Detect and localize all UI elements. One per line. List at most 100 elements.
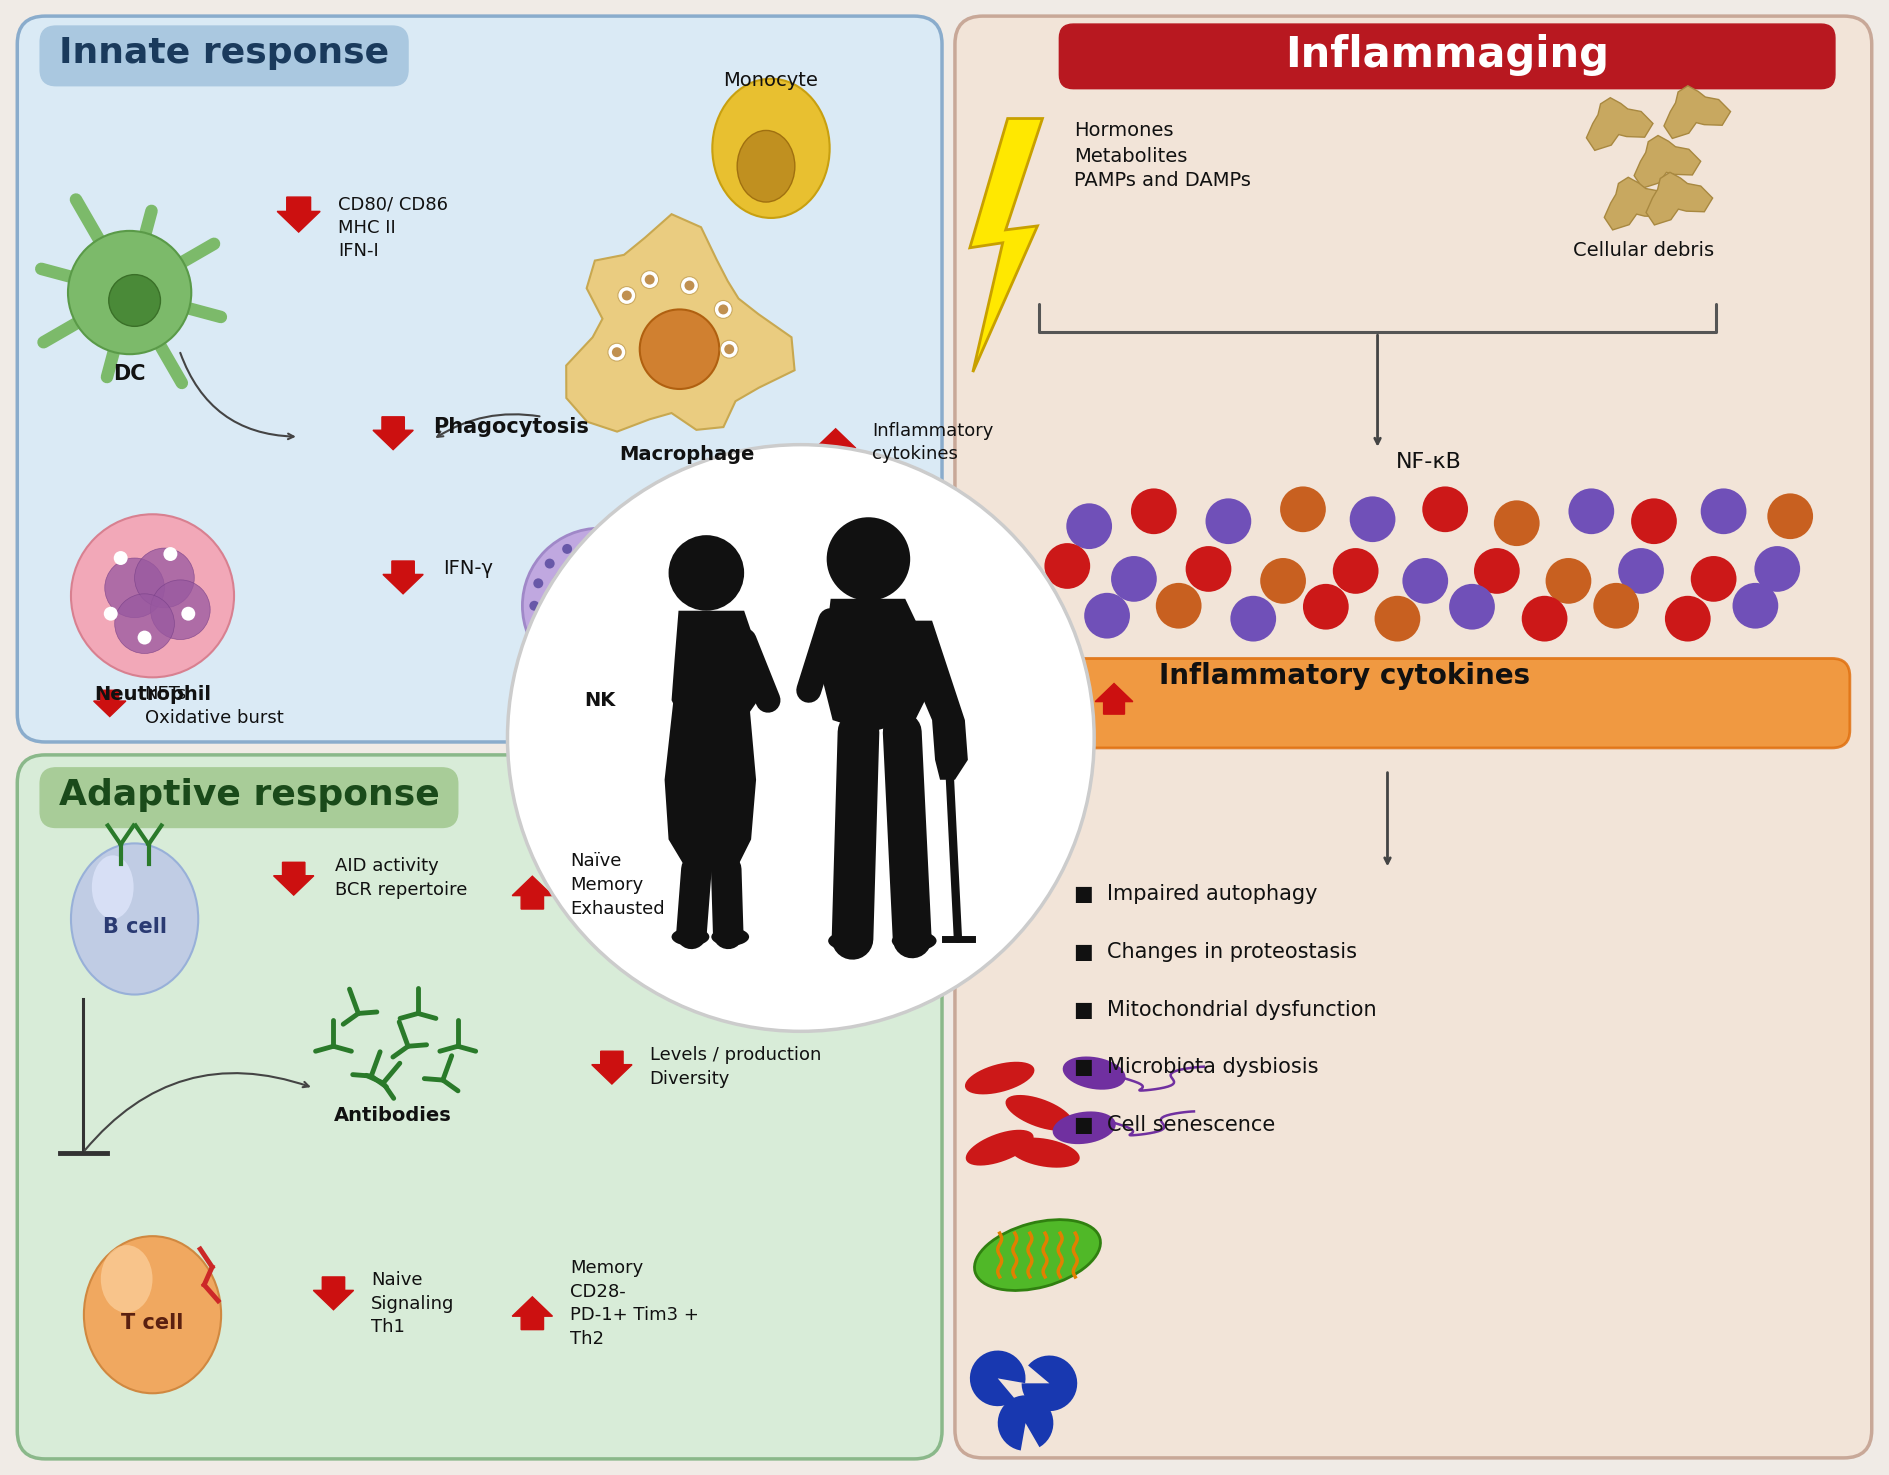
Text: Innate response: Innate response xyxy=(59,35,389,69)
Circle shape xyxy=(825,518,910,600)
Text: Naive
Signaling
Th1: Naive Signaling Th1 xyxy=(370,1271,455,1336)
Circle shape xyxy=(1373,596,1419,642)
Circle shape xyxy=(1664,596,1710,642)
Text: Adaptive response: Adaptive response xyxy=(59,777,438,811)
Polygon shape xyxy=(1662,86,1730,139)
Circle shape xyxy=(1130,488,1177,534)
FancyArrow shape xyxy=(591,1052,631,1084)
Polygon shape xyxy=(1585,97,1653,150)
Text: NF-κB: NF-κB xyxy=(1394,451,1460,472)
Text: T cell: T cell xyxy=(121,1313,183,1333)
Circle shape xyxy=(533,624,542,633)
Text: Hormones
Metabolites
PAMPs and DAMPs: Hormones Metabolites PAMPs and DAMPs xyxy=(1073,121,1251,190)
Circle shape xyxy=(1521,596,1566,642)
Circle shape xyxy=(1568,488,1613,534)
FancyBboxPatch shape xyxy=(1054,658,1849,748)
Text: Antibodies: Antibodies xyxy=(334,1106,451,1125)
Text: Inflammatory cytokines: Inflammatory cytokines xyxy=(1158,662,1528,690)
Text: Phagocytosis: Phagocytosis xyxy=(433,417,589,437)
Circle shape xyxy=(661,600,671,611)
Circle shape xyxy=(104,558,164,618)
Circle shape xyxy=(1630,499,1676,544)
Circle shape xyxy=(561,544,572,555)
Circle shape xyxy=(621,291,631,301)
Ellipse shape xyxy=(975,1220,1099,1291)
Text: DC: DC xyxy=(113,364,145,384)
Circle shape xyxy=(151,580,210,640)
Circle shape xyxy=(1084,593,1130,639)
Circle shape xyxy=(1700,488,1745,534)
Polygon shape xyxy=(671,611,761,730)
Circle shape xyxy=(134,549,195,608)
Circle shape xyxy=(113,552,128,565)
Circle shape xyxy=(1184,546,1232,591)
Circle shape xyxy=(612,347,621,357)
Circle shape xyxy=(1156,583,1201,628)
Circle shape xyxy=(68,232,191,354)
FancyArrow shape xyxy=(512,876,552,909)
FancyBboxPatch shape xyxy=(40,768,457,827)
Circle shape xyxy=(508,444,1094,1031)
Ellipse shape xyxy=(827,931,873,951)
Circle shape xyxy=(1402,558,1447,603)
Polygon shape xyxy=(1009,1137,1079,1168)
FancyBboxPatch shape xyxy=(1054,658,1849,748)
Circle shape xyxy=(718,304,727,314)
Circle shape xyxy=(1111,556,1156,602)
Circle shape xyxy=(1332,549,1377,594)
Circle shape xyxy=(640,270,657,289)
Text: Inflammatory
cytokines: Inflammatory cytokines xyxy=(873,422,994,463)
FancyArrow shape xyxy=(278,198,319,232)
Ellipse shape xyxy=(710,928,748,945)
Circle shape xyxy=(1045,543,1090,589)
Circle shape xyxy=(1617,549,1662,594)
Circle shape xyxy=(544,559,553,568)
Circle shape xyxy=(1732,583,1778,628)
Circle shape xyxy=(1065,503,1111,549)
Circle shape xyxy=(1473,549,1519,594)
Polygon shape xyxy=(1052,1112,1115,1145)
Circle shape xyxy=(1592,583,1638,628)
Circle shape xyxy=(162,547,178,560)
FancyArrow shape xyxy=(512,1297,552,1329)
Circle shape xyxy=(608,344,625,361)
Polygon shape xyxy=(897,621,967,780)
Text: Memory
CD28-
PD-1+ Tim3 +
Th2: Memory CD28- PD-1+ Tim3 + Th2 xyxy=(570,1260,699,1348)
FancyArrow shape xyxy=(814,429,856,462)
Circle shape xyxy=(644,559,655,568)
Circle shape xyxy=(584,665,593,676)
Circle shape xyxy=(1302,584,1349,630)
Text: Macrophage: Macrophage xyxy=(618,444,754,463)
Circle shape xyxy=(618,286,635,304)
Polygon shape xyxy=(1022,1356,1077,1412)
FancyBboxPatch shape xyxy=(17,16,941,742)
Circle shape xyxy=(723,344,733,354)
Circle shape xyxy=(521,528,676,683)
Circle shape xyxy=(680,277,699,295)
Text: Levels / production
Diversity: Levels / production Diversity xyxy=(650,1046,820,1089)
Polygon shape xyxy=(1645,173,1711,226)
Circle shape xyxy=(1279,487,1326,532)
Circle shape xyxy=(533,578,542,589)
FancyArrow shape xyxy=(372,417,414,450)
Circle shape xyxy=(714,301,731,319)
Circle shape xyxy=(655,624,667,633)
Ellipse shape xyxy=(93,855,134,919)
Text: NK: NK xyxy=(584,692,616,711)
Circle shape xyxy=(110,274,161,326)
Circle shape xyxy=(561,658,572,668)
Circle shape xyxy=(1691,556,1736,602)
Circle shape xyxy=(1766,493,1812,540)
Polygon shape xyxy=(822,599,929,732)
Text: IFN-γ: IFN-γ xyxy=(442,559,493,578)
Circle shape xyxy=(1422,487,1468,532)
Polygon shape xyxy=(1005,1094,1073,1131)
Circle shape xyxy=(627,544,637,555)
Circle shape xyxy=(1349,497,1394,543)
Circle shape xyxy=(627,658,637,668)
FancyBboxPatch shape xyxy=(40,27,408,86)
Circle shape xyxy=(544,643,553,653)
Text: Naïve
Memory
Exhausted: Naïve Memory Exhausted xyxy=(570,853,665,917)
Text: ■  Mitochondrial dysfunction: ■ Mitochondrial dysfunction xyxy=(1073,1000,1377,1019)
Ellipse shape xyxy=(100,1245,153,1313)
